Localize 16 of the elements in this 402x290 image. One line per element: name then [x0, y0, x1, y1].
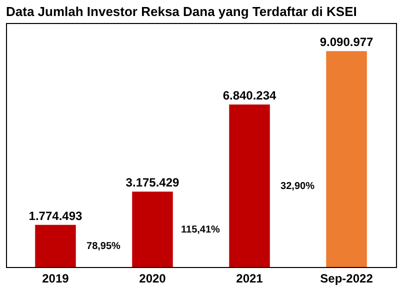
bar [132, 192, 173, 267]
bar [229, 104, 270, 267]
x-tick-label: 2021 [236, 272, 264, 286]
annotation: 32,90% [280, 180, 315, 192]
chart-title: Data Jumlah Investor Reksa Dana yang Terdaftar di KSEI [6, 4, 357, 19]
bar [35, 224, 76, 267]
x-tick-label: Sep-2022 [320, 272, 374, 286]
data-label: 3.175.429 [126, 176, 180, 190]
data-label: 1.774.493 [28, 208, 82, 223]
bar [326, 51, 367, 267]
x-tick-label: 2020 [139, 272, 166, 286]
x-tick-label: 2019 [42, 272, 70, 286]
data-label: 6.840.234 [222, 88, 277, 103]
annotation: 115,41% [181, 224, 220, 236]
annotation: 78,95% [86, 240, 121, 252]
data-label: 9.090.977 [320, 35, 374, 50]
